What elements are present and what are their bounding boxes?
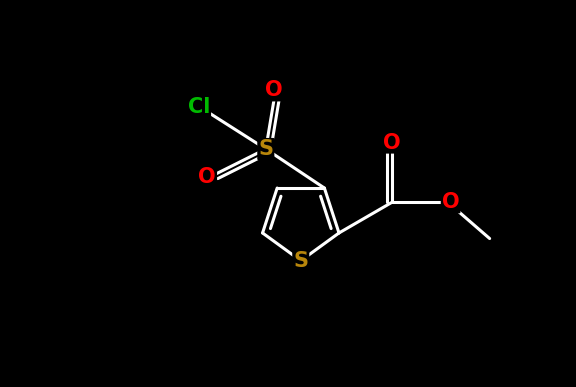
Text: O: O [383,133,401,152]
Text: O: O [198,167,216,187]
Text: O: O [442,192,460,212]
Text: Cl: Cl [188,97,210,117]
Text: S: S [258,139,273,159]
Text: S: S [293,251,308,271]
Text: O: O [266,80,283,100]
